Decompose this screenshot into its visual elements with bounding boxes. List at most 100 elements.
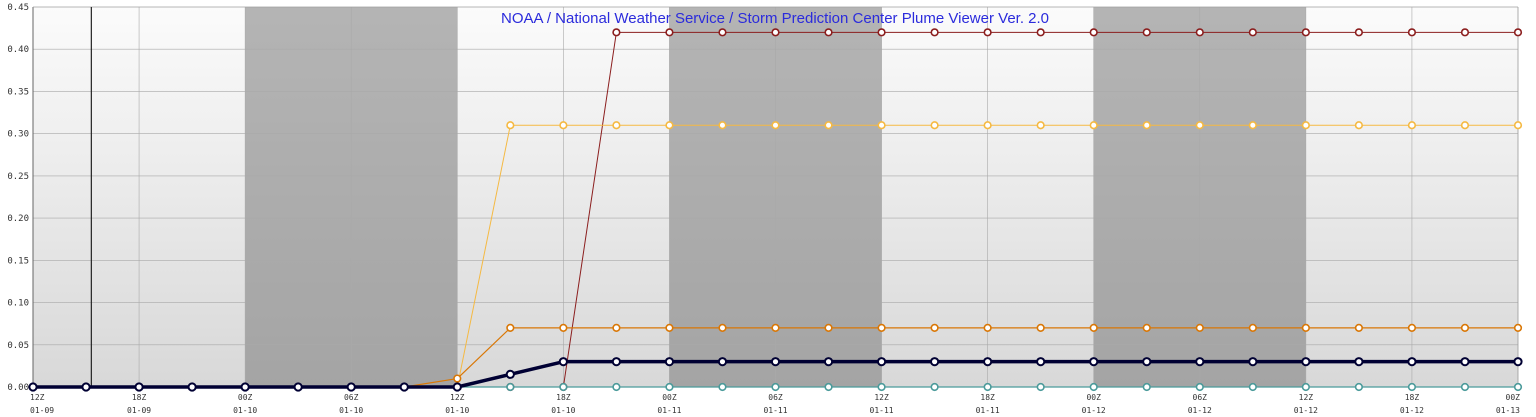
series-point [1248, 323, 1257, 332]
series-point [771, 28, 780, 37]
series-point [1460, 121, 1470, 130]
series-point [1036, 357, 1046, 367]
x-tick-hour: 06Z [344, 393, 359, 402]
series-point [824, 323, 833, 332]
series-point [1089, 357, 1099, 367]
x-tick-hour: 18Z [980, 393, 995, 402]
series-layer [28, 28, 1523, 392]
series-point [1036, 323, 1045, 332]
series-4 [28, 357, 1523, 392]
series-point [559, 121, 568, 130]
series-point [664, 357, 675, 367]
series-point [1142, 382, 1151, 392]
series-point [665, 28, 674, 37]
y-tick-label: 0.35 [7, 87, 29, 97]
series-point [1248, 28, 1257, 37]
series-point [506, 323, 515, 332]
series-point [824, 121, 833, 130]
series-point [559, 382, 568, 392]
series-point [1036, 28, 1045, 37]
series-point [1195, 382, 1204, 392]
series-point [506, 382, 515, 392]
x-tick-date: 01-12 [1400, 406, 1424, 415]
series-point [877, 28, 886, 37]
series-point [824, 28, 833, 37]
series-point [1089, 28, 1098, 37]
series-point [983, 357, 993, 367]
series-point [930, 357, 940, 367]
x-tick-date: 01-11 [763, 406, 787, 415]
series-point [983, 28, 992, 37]
series-point [611, 357, 621, 367]
series-point [612, 382, 621, 392]
series-point [1301, 323, 1310, 332]
series-point [1195, 357, 1205, 367]
series-point [293, 382, 303, 392]
x-tick-date: 01-12 [1082, 406, 1106, 415]
x-tick-date: 01-11 [870, 406, 894, 415]
series-point [1089, 382, 1098, 392]
y-tick-label: 0.25 [7, 172, 29, 182]
chart-title: NOAA / National Weather Service / Storm … [501, 10, 1049, 27]
series-point [665, 382, 674, 392]
series-point [612, 28, 621, 37]
x-tick-hour: 00Z [238, 393, 253, 402]
series-point [1301, 382, 1310, 392]
series-point [506, 121, 515, 130]
x-tick-hour: 00Z [662, 393, 677, 402]
series-point [187, 382, 197, 392]
series-point [1195, 121, 1204, 130]
series-point [1301, 357, 1311, 367]
series-point [665, 323, 674, 332]
series-point [983, 121, 992, 130]
y-tick-label: 0.05 [7, 341, 29, 351]
y-tick-label: 0.15 [7, 256, 29, 266]
series-point [558, 357, 568, 367]
series-point [1513, 357, 1523, 367]
series-point [1354, 357, 1364, 367]
series-point [1460, 323, 1470, 332]
series-point [1301, 121, 1310, 130]
x-tick-date: 01-11 [657, 406, 681, 415]
series-point [983, 382, 992, 392]
series-point [1301, 28, 1310, 37]
x-tick-date: 01-11 [976, 406, 1000, 415]
series-point [452, 382, 462, 392]
series-point [1248, 121, 1257, 130]
series-point [877, 382, 886, 392]
series-point [240, 382, 250, 392]
x-tick-hour: 06Z [768, 393, 783, 402]
series-point [453, 374, 462, 383]
x-tick-date: 01-10 [233, 406, 257, 415]
series-point [771, 382, 780, 392]
x-tick-date: 01-12 [1294, 406, 1318, 415]
series-point [1407, 357, 1417, 367]
series-point [717, 357, 728, 367]
series-point [1142, 323, 1151, 332]
series-point [399, 382, 409, 392]
series-point [1195, 28, 1204, 37]
series-point [930, 28, 939, 37]
x-tick-hour: 18Z [1405, 393, 1420, 402]
series-point [1089, 323, 1098, 332]
x-tick-date: 01-13 [1496, 406, 1520, 415]
series-point [1248, 382, 1257, 392]
series-point [1354, 382, 1363, 392]
series-point [983, 323, 992, 332]
y-tick-label: 0.00 [7, 383, 29, 393]
series-point [1036, 121, 1045, 130]
y-tick-label: 0.20 [7, 214, 29, 224]
series-point [877, 323, 886, 332]
series-point [1460, 382, 1470, 392]
x-tick-hour: 12Z [30, 393, 45, 402]
series-point [1248, 357, 1258, 367]
y-tick-label: 0.45 [7, 3, 29, 13]
series-point [1513, 323, 1523, 332]
series-point [876, 357, 887, 367]
series-point [1513, 382, 1523, 392]
series-point [1407, 28, 1417, 37]
series-point [823, 357, 834, 367]
series-point [1460, 357, 1470, 367]
series-point [1036, 382, 1045, 392]
